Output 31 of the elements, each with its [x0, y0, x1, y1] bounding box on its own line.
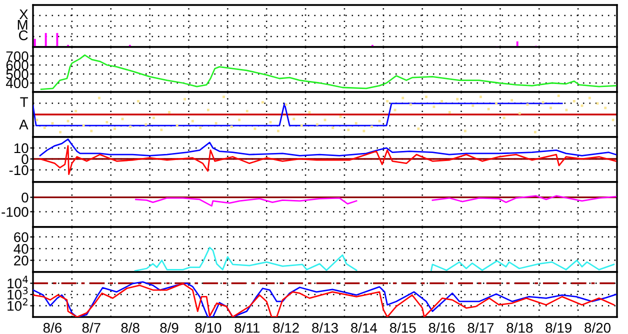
x-tick-label: 8/10 [195, 322, 222, 333]
y-tick-label: 700 [6, 51, 28, 62]
x-tick-label: 8/11 [234, 322, 260, 333]
x-tick-label: 8/7 [82, 322, 100, 333]
x-tick-label: 8/9 [160, 322, 178, 333]
y-tick-label: 0 [22, 154, 28, 164]
y-tick-label: 40 [14, 244, 28, 254]
x-tick-label: 8/18 [506, 322, 533, 333]
text: X [19, 10, 28, 20]
x-tick-label: 8/15 [390, 322, 416, 333]
y-tick-label: 10$^{2}$ [8, 298, 28, 311]
y-tick-label: 60 [14, 232, 28, 242]
y-tick-label: -10 [9, 165, 28, 176]
x-tick-label: 8/19 [546, 322, 572, 333]
y-tick-label: -100 [2, 207, 28, 217]
x-tick-label: 8/13 [312, 322, 338, 333]
text: C [19, 30, 28, 40]
y-tick-label: 0 [22, 192, 28, 202]
y-tick-label: 20 [14, 256, 28, 266]
text: M [18, 20, 28, 30]
x-tick-label: 8/17 [468, 322, 494, 333]
y-tick-label: 400 [6, 78, 28, 88]
x-tick-label: 8/16 [428, 322, 455, 333]
text: A [19, 120, 28, 130]
x-tick-label: 8/14 [351, 322, 378, 333]
x-tick-label: 8/6 [43, 322, 62, 333]
text: T [20, 97, 28, 107]
x-tick-label: 8/8 [121, 322, 140, 333]
y-tick-label: 10 [14, 143, 28, 154]
x-tick-label: 8/20 [584, 322, 611, 333]
x-tick-label: 8/12 [273, 322, 299, 333]
